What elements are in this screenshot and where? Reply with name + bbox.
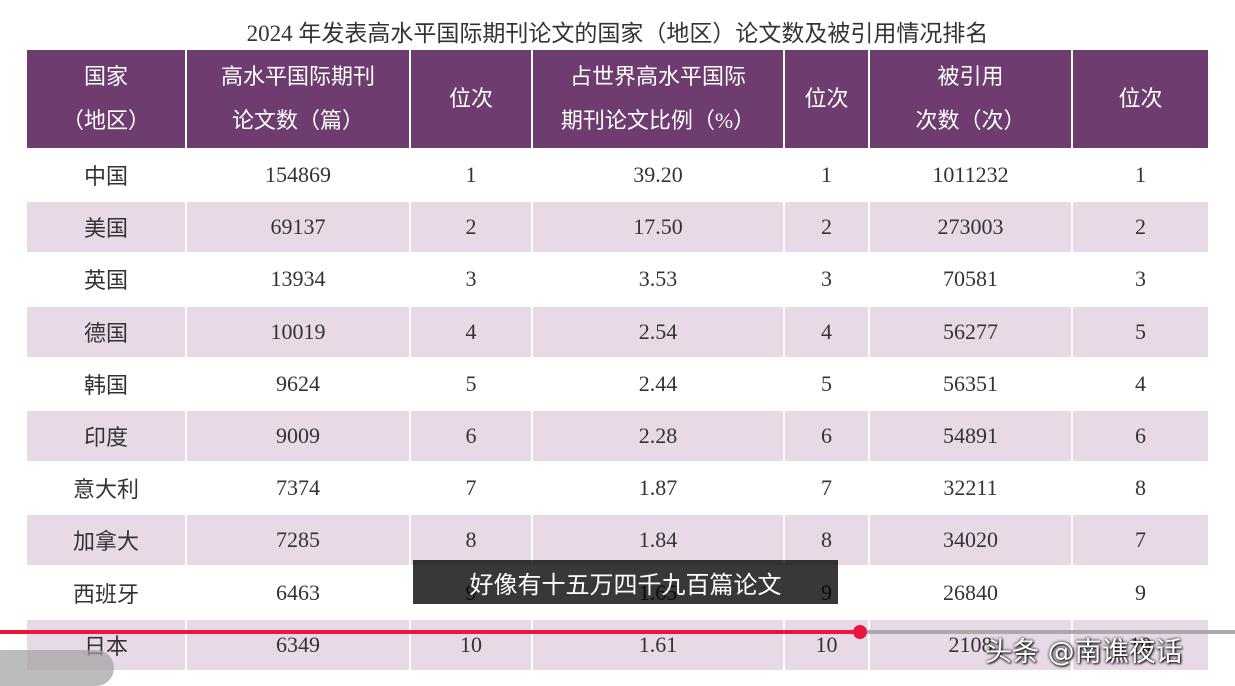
table-cell: 3: [785, 254, 868, 305]
table-cell: 1011232: [870, 150, 1071, 200]
table-cell: 70581: [870, 254, 1071, 305]
table-cell: 加拿大: [27, 515, 185, 566]
progress-handle[interactable]: [853, 625, 867, 639]
table-cell: 1.61: [533, 619, 783, 670]
table-cell: 10: [411, 619, 531, 670]
table-cell: 10: [1073, 619, 1208, 670]
progress-track: [860, 630, 1235, 634]
table-cell: 5: [785, 358, 868, 409]
table-cell: 1.87: [533, 463, 783, 514]
progress-bar[interactable]: [0, 630, 860, 634]
table-cell: 32211: [870, 463, 1071, 514]
table-cell: 德国: [27, 306, 185, 357]
table-cell: 69137: [187, 202, 409, 253]
table-cell: 6: [411, 411, 531, 461]
table-cell: 2.54: [533, 306, 783, 357]
table-cell: 8: [1073, 463, 1208, 514]
header-text: 论文数（篇）: [231, 108, 364, 133]
table-cell: 2.28: [533, 411, 783, 461]
table-cell: 2: [411, 202, 531, 253]
table-cell: 意大利: [27, 463, 185, 514]
table-cell: 7285: [187, 515, 409, 566]
table-cell: 3.53: [533, 254, 783, 305]
header-cell: 被引用次数（次）: [870, 50, 1071, 148]
table-cell: 美国: [27, 202, 185, 253]
table-cell: 9624: [187, 358, 409, 409]
blurred-control[interactable]: [0, 650, 114, 686]
table-cell: 13934: [187, 254, 409, 305]
table-cell: 8: [411, 515, 531, 566]
table-cell: 印度: [27, 411, 185, 461]
header-text: （地区）: [61, 108, 150, 133]
table-cell: 39.20: [533, 150, 783, 200]
table-cell: 154869: [187, 150, 409, 200]
table-cell: 273003: [870, 202, 1071, 253]
header-cell: 国家 （地区）: [27, 50, 185, 148]
table-cell: 9009: [187, 411, 409, 461]
table-cell: 9: [1073, 567, 1208, 618]
table-cell: 6: [785, 411, 868, 461]
table-cell: 54891: [870, 411, 1071, 461]
header-text: 国家: [83, 64, 128, 89]
header-text: 期刊论文比例（%）: [560, 108, 756, 133]
header-text: 次数（次）: [915, 108, 1026, 133]
table-cell: 5: [1073, 306, 1208, 357]
table-cell: 2: [785, 202, 868, 253]
table-cell: 4: [1073, 358, 1208, 409]
table-cell: 7: [1073, 515, 1208, 566]
table-cell: 中国: [27, 150, 185, 200]
table-cell: 6: [1073, 411, 1208, 461]
table-cell: 56277: [870, 306, 1071, 357]
table-cell: 8: [785, 515, 868, 566]
table-cell: 2.44: [533, 358, 783, 409]
header-text: 位次: [448, 86, 493, 111]
table-cell: 17.50: [533, 202, 783, 253]
header-text: 位次: [1118, 86, 1163, 111]
header-text: 被引用: [937, 64, 1004, 89]
table-cell: 10019: [187, 306, 409, 357]
table-cell: 西班牙: [27, 567, 185, 618]
table-cell: 1.84: [533, 515, 783, 566]
table-cell: 7: [785, 463, 868, 514]
table-cell: 26840: [870, 567, 1071, 618]
table-cell: 1: [1073, 150, 1208, 200]
header-cell: 位次: [411, 50, 531, 148]
header-cell: 占世界高水平国际 期刊论文比例（%）: [533, 50, 783, 148]
table-cell: 6463: [187, 567, 409, 618]
watermark: 头条 @南谯夜话: [985, 637, 1183, 668]
table-cell: 3: [1073, 254, 1208, 305]
table-cell: 英国: [27, 254, 185, 305]
table-cell: 5: [411, 358, 531, 409]
table-title: 2024 年发表高水平国际期刊论文的国家（地区）论文数及被引用情况排名: [246, 21, 989, 46]
table-cell: 7374: [187, 463, 409, 514]
header-text: 占世界高水平国际: [569, 64, 746, 89]
table-cell: 34020: [870, 515, 1071, 566]
table-cell: 3: [411, 254, 531, 305]
table-cell: 4: [411, 306, 531, 357]
table-cell: 56351: [870, 358, 1071, 409]
header-cell: 高水平国际期刊 论文数（篇）: [187, 50, 409, 148]
table-cell: 2: [1073, 202, 1208, 253]
table-cell: 2108: [870, 619, 1071, 670]
table-cell: 韩国: [27, 358, 185, 409]
header-text: 位次: [804, 86, 849, 111]
header-text: 高水平国际期刊: [220, 64, 375, 89]
header-cell: 位次: [785, 50, 868, 148]
header-cell: 位次: [1073, 50, 1208, 148]
table-cell: 4: [785, 306, 868, 357]
table-cell: 1: [411, 150, 531, 200]
video-subtitle: 好像有十五万四千九百篇论文: [413, 560, 838, 604]
table-cell: 1: [785, 150, 868, 200]
table-cell: 6349: [187, 619, 409, 670]
table-cell: 7: [411, 463, 531, 514]
